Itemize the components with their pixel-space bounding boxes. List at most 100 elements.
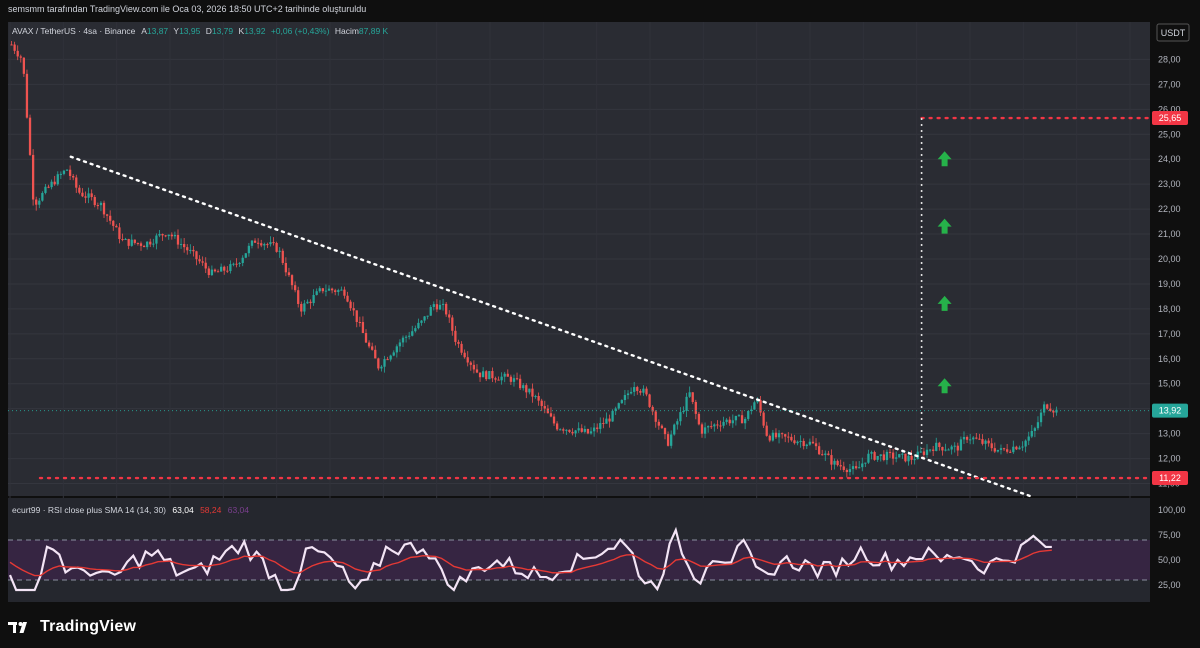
candle-body [429, 306, 432, 316]
candle-body [426, 315, 429, 317]
candle-body [522, 385, 525, 389]
candle-body [1052, 410, 1055, 413]
candle-body [827, 453, 830, 456]
rsi-tick-label: 50,00 [1158, 555, 1181, 565]
candle-body [722, 421, 725, 426]
rsi-tick-label: 100,00 [1158, 505, 1186, 515]
candle-body [290, 275, 294, 286]
candle-body [469, 362, 472, 365]
candle-body [744, 418, 747, 424]
candle-body [1046, 404, 1049, 409]
candle-body [1042, 404, 1046, 413]
candle-body [611, 410, 614, 422]
candle-body [367, 342, 371, 347]
candle-body [1024, 440, 1027, 447]
rsi-tick-label: 75,00 [1158, 530, 1181, 540]
candle-body [398, 342, 402, 347]
candle-body [127, 238, 130, 246]
candle-body [207, 268, 210, 276]
rsi-legend-name: ecurt99 · RSI close plus SMA 14 (14, 30) [12, 505, 166, 515]
candle-body [944, 449, 947, 451]
candle-body [787, 436, 790, 438]
candle-body [361, 322, 365, 334]
candle-body [377, 358, 380, 369]
currency-badge[interactable] [1156, 23, 1190, 42]
candle-body [666, 434, 670, 446]
candle-body [62, 170, 66, 174]
candle-body [334, 290, 337, 292]
candle-body [195, 251, 198, 260]
candle-body [31, 154, 35, 200]
tradingview-brand[interactable]: TradingView [8, 616, 136, 638]
candle-body [562, 429, 565, 431]
candle-body [102, 202, 106, 215]
candle-body [555, 423, 559, 430]
price-tick-label: 19,00 [1158, 279, 1181, 289]
candle-body [907, 455, 910, 462]
candle-body [648, 394, 651, 407]
candle-body [626, 393, 630, 396]
candle-body [589, 431, 593, 434]
candle-body [441, 303, 445, 305]
candle-body [19, 56, 22, 58]
candle-body [617, 403, 620, 409]
candle-body [608, 418, 611, 422]
rsi-legend-sma: 58,24 [200, 505, 222, 515]
candle-body [466, 357, 469, 363]
candlestick-series [10, 40, 1058, 478]
candle-body [500, 376, 503, 381]
candle-body [830, 455, 833, 465]
candle-body [241, 257, 244, 263]
candle-body [932, 449, 935, 451]
candle-body [65, 169, 69, 171]
candle-body [842, 466, 845, 470]
candle-body [987, 440, 990, 444]
candle-body [774, 432, 778, 438]
candle-body [183, 244, 186, 248]
candle-body [41, 192, 44, 201]
candle-body [380, 366, 383, 369]
candle-body [417, 322, 420, 329]
candle-body [941, 446, 944, 451]
candle-body [811, 441, 815, 444]
candle-body [87, 193, 90, 198]
candle-body [59, 173, 62, 175]
rsi-legend[interactable]: ecurt99 · RSI close plus SMA 14 (14, 30)… [12, 505, 249, 515]
candle-body [839, 465, 842, 467]
candle-body [1002, 448, 1006, 450]
candle-body [639, 390, 642, 393]
candle-body [485, 371, 488, 380]
candle-body [817, 446, 821, 455]
candle-body [854, 466, 858, 469]
candle-body [349, 301, 352, 309]
candle-body [25, 73, 29, 118]
candle-body [50, 181, 53, 188]
candle-body [161, 233, 164, 236]
avax-chart[interactable]: 28,00 27,00 26,00 25,00 24,00 23,00 22,00 21,00… [0, 20, 1200, 608]
candle-body [700, 424, 704, 434]
candle-body [969, 439, 972, 441]
candle-body [765, 425, 768, 436]
candle-body [713, 424, 716, 427]
candle-body [139, 243, 143, 246]
candle-body [491, 371, 494, 379]
candle-body [771, 432, 775, 441]
candle-body [340, 289, 343, 291]
candle-body [731, 420, 734, 424]
candle-body [371, 346, 374, 350]
candle-body [186, 247, 189, 251]
candle-body [133, 239, 136, 243]
candle-body [975, 437, 978, 439]
candle-body [272, 242, 275, 244]
candle-body [22, 57, 26, 74]
main-legend[interactable]: AVAX / TetherUS · 4sa · Binance A13,87 Y… [12, 26, 389, 36]
candle-body [435, 304, 439, 310]
publish-header: semsmm tarafından TradingView.com ile Oc… [0, 0, 1200, 20]
candle-body [93, 197, 96, 206]
candle-body [226, 270, 229, 272]
candle-body [528, 388, 531, 393]
descending-trendline[interactable] [69, 155, 1032, 498]
candle-body [1039, 412, 1043, 423]
candle-body [651, 406, 654, 412]
price-tick-label: 28,00 [1158, 54, 1181, 64]
